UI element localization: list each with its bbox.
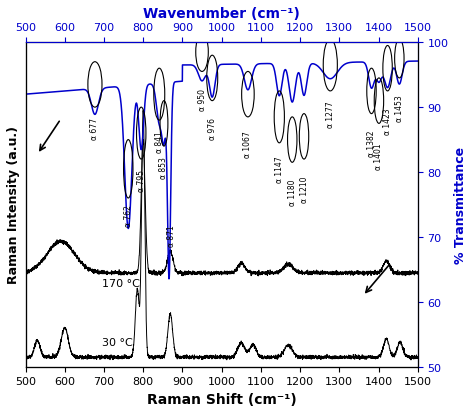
Text: α 1210: α 1210	[300, 176, 309, 202]
Text: α 1180: α 1180	[288, 179, 297, 206]
X-axis label: Wavenumber (cm⁻¹): Wavenumber (cm⁻¹)	[143, 7, 300, 21]
Text: α 1382: α 1382	[367, 131, 376, 157]
Text: α 950: α 950	[198, 88, 207, 110]
Text: α 1277: α 1277	[326, 102, 335, 128]
Text: α 677: α 677	[91, 118, 100, 140]
Text: α 795: α 795	[137, 169, 146, 191]
Text: α 1401: α 1401	[374, 143, 383, 170]
Text: 170 °C: 170 °C	[102, 278, 140, 288]
Text: α 976: α 976	[208, 118, 217, 140]
X-axis label: Raman Shift (cm⁻¹): Raman Shift (cm⁻¹)	[147, 392, 297, 406]
Text: α 1067: α 1067	[244, 131, 253, 157]
Text: α 853: α 853	[159, 157, 168, 178]
Text: α 841: α 841	[155, 131, 164, 152]
Text: α 1423: α 1423	[383, 108, 392, 135]
Text: α 762: α 762	[124, 205, 133, 227]
Text: α 871: α 871	[166, 224, 175, 246]
Y-axis label: % Transmittance: % Transmittance	[454, 147, 467, 263]
Text: α 1453: α 1453	[395, 95, 404, 121]
Text: α 1147: α 1147	[275, 157, 284, 183]
Text: 30 °C: 30 °C	[102, 337, 133, 347]
Y-axis label: Raman Intensity (a.u.): Raman Intensity (a.u.)	[7, 126, 20, 284]
